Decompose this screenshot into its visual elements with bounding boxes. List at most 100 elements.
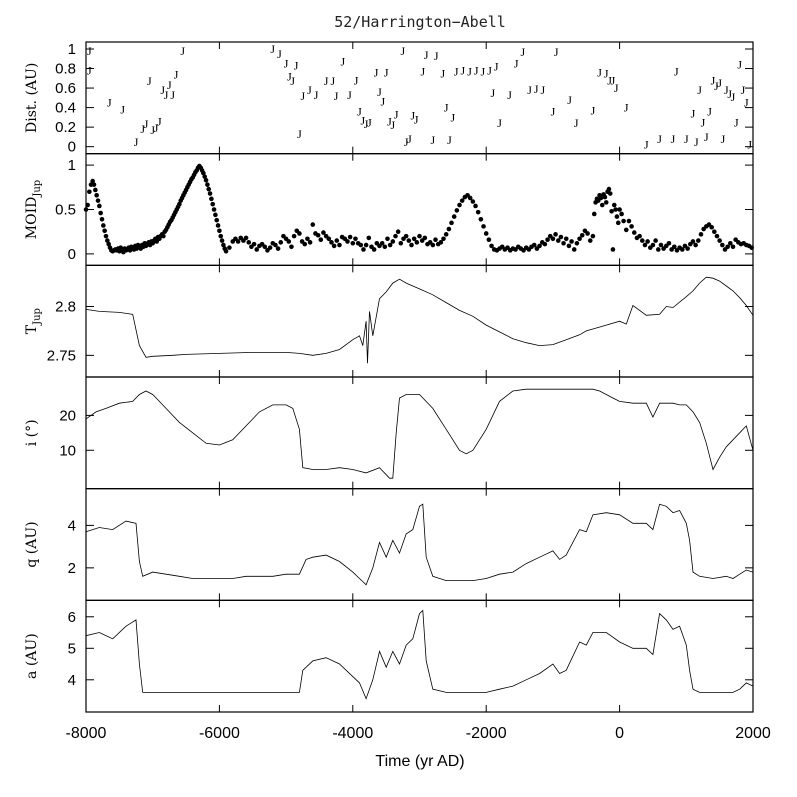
- panel-frame: [85, 264, 754, 378]
- data-point: J: [107, 96, 112, 110]
- data-point: [693, 242, 698, 248]
- data-point: [206, 186, 212, 192]
- data-point: [483, 231, 489, 236]
- data-point: [717, 238, 722, 243]
- data-point: J: [314, 88, 319, 102]
- y-tick-label: 1: [68, 157, 76, 174]
- data-point: [95, 198, 101, 203]
- data-point: [599, 202, 605, 208]
- data-point: J: [607, 73, 612, 87]
- data-point: J: [691, 106, 696, 120]
- data-point: J: [400, 44, 405, 58]
- series-line: [85, 503, 754, 586]
- data-point: [574, 240, 580, 246]
- data-point: J: [330, 74, 335, 88]
- data-point: J: [491, 86, 496, 100]
- data-point: J: [87, 44, 92, 58]
- x-tick-label: 0: [615, 725, 624, 742]
- data-point: [639, 238, 645, 243]
- data-point: [566, 243, 572, 249]
- data-point: J: [367, 115, 372, 129]
- data-point: [417, 233, 422, 239]
- data-point: [629, 224, 634, 229]
- data-point: [102, 228, 107, 234]
- data-point: [542, 241, 548, 247]
- panel-moid: 0 0.5 1 MOIDJup: [24, 153, 754, 266]
- data-point: [585, 231, 590, 236]
- data-point: J: [431, 133, 436, 147]
- y-tick-label: 0: [68, 139, 76, 156]
- data-point: J: [461, 63, 466, 77]
- data-point: [712, 229, 717, 234]
- data-point: J: [721, 132, 726, 146]
- data-point: [318, 237, 324, 242]
- y-tick-label: 2.8: [55, 299, 76, 316]
- data-point: [569, 239, 574, 244]
- y-tick-label: 20: [59, 407, 76, 424]
- data-point: J: [334, 89, 339, 103]
- data-point: [454, 208, 460, 213]
- data-point: [177, 201, 182, 207]
- data-point: J: [387, 114, 392, 128]
- data-point: [451, 214, 457, 219]
- data-point: J: [551, 105, 556, 119]
- data-point: J: [597, 65, 602, 79]
- data-point: J: [704, 130, 709, 144]
- data-point: J: [747, 138, 752, 152]
- data-point: J: [731, 90, 736, 104]
- data-point: [382, 244, 388, 250]
- data-point: [91, 182, 97, 187]
- data-point: J: [150, 123, 155, 137]
- data-point: J: [541, 83, 546, 97]
- data-point: J: [624, 101, 629, 115]
- data-point: J: [474, 63, 479, 77]
- data-point: [422, 235, 428, 241]
- data-point: J: [447, 133, 452, 147]
- data-point: J: [160, 83, 165, 97]
- data-point: J: [727, 87, 732, 101]
- data-point: J: [414, 112, 419, 126]
- data-point: J: [287, 69, 292, 83]
- series-line: [85, 609, 754, 700]
- data-point: [550, 236, 556, 242]
- data-point: J: [644, 138, 649, 152]
- data-point: [291, 233, 297, 239]
- x-tick-label: -6000: [199, 725, 240, 742]
- data-point: J: [120, 103, 125, 117]
- data-point: [210, 201, 216, 207]
- data-point: [221, 242, 226, 248]
- data-point: J: [340, 55, 345, 69]
- y-tick-label: 4: [68, 672, 76, 689]
- data-point: [655, 247, 661, 252]
- data-point: J: [441, 66, 446, 80]
- data-point: J: [604, 66, 609, 80]
- panel-frame: [85, 41, 754, 155]
- data-point: J: [494, 60, 499, 74]
- data-point: [449, 220, 454, 226]
- data-point: J: [284, 57, 289, 71]
- data-point: [486, 237, 492, 242]
- data-point: [623, 227, 629, 233]
- data-point: J: [714, 79, 719, 93]
- data-point: [446, 226, 452, 232]
- y-tick-label: 0.6: [55, 80, 76, 97]
- y-tick-label: 2: [68, 560, 76, 577]
- data-point: [307, 240, 313, 245]
- data-point: [203, 177, 209, 183]
- data-point: [103, 233, 109, 239]
- data-point: J: [364, 117, 369, 131]
- data-point: [478, 216, 484, 222]
- data-point: J: [527, 83, 532, 97]
- data-point: [305, 236, 310, 242]
- data-point: [273, 242, 278, 248]
- data-point: [558, 234, 564, 240]
- data-point: [227, 245, 232, 250]
- data-point: [637, 233, 642, 239]
- y-axis-label-subscript: Jup: [32, 180, 43, 198]
- data-point: [577, 236, 582, 242]
- data-point: J: [521, 45, 526, 59]
- data-point: [315, 232, 321, 238]
- data-point: [685, 246, 690, 251]
- data-point: [579, 232, 585, 238]
- data-point: [671, 244, 677, 250]
